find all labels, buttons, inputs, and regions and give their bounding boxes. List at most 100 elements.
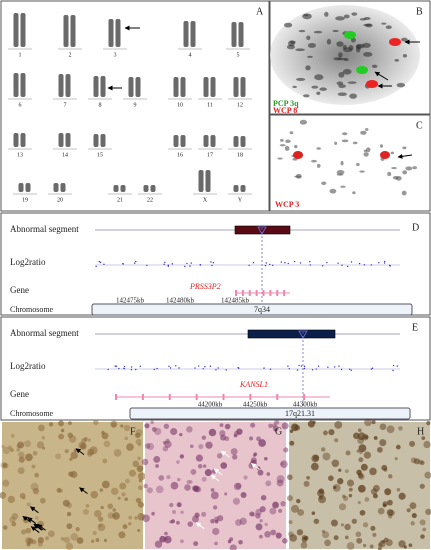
cell <box>409 502 417 510</box>
cell <box>103 538 108 542</box>
chromosome-number: X <box>203 197 208 203</box>
chromosome-number: 5 <box>237 52 240 58</box>
chromosome-spot <box>352 191 356 195</box>
cell <box>87 438 91 442</box>
probe-dot <box>164 261 166 264</box>
cell <box>201 476 207 482</box>
chromosome-number: 2 <box>69 52 72 58</box>
cell <box>219 423 224 427</box>
cell <box>306 475 310 480</box>
exon <box>262 290 265 296</box>
cell <box>396 487 401 492</box>
cell <box>356 449 360 453</box>
chromosome-number: 13 <box>17 152 23 158</box>
probe-dot <box>139 365 141 368</box>
cell <box>37 541 43 547</box>
chromosome-spot <box>343 14 350 19</box>
chromosome <box>135 77 141 97</box>
cell <box>357 500 361 505</box>
cell <box>264 522 268 527</box>
cell <box>137 456 141 461</box>
probe-dot <box>98 260 101 263</box>
cell <box>170 481 179 490</box>
cell <box>333 485 337 490</box>
panel-letters: A B C D E F G H <box>130 6 424 437</box>
fish-b <box>270 5 420 105</box>
chromosome <box>20 73 26 97</box>
probe-dot <box>272 264 274 267</box>
chromosome-spot <box>349 93 358 99</box>
cell <box>60 537 65 541</box>
chromosome <box>53 183 59 192</box>
cell <box>208 428 217 437</box>
chromosome-spot <box>277 157 283 160</box>
probe-dot <box>130 369 133 371</box>
probe-label: PCP 3q <box>273 99 299 108</box>
probe-dot <box>133 262 136 264</box>
row-label: Abnormal segment <box>10 224 79 234</box>
cell <box>249 511 255 517</box>
probe-dot <box>333 366 336 368</box>
cell <box>256 436 261 442</box>
cell <box>170 519 176 524</box>
cell <box>328 475 334 482</box>
cell <box>150 420 154 425</box>
cell <box>398 540 406 548</box>
cell <box>419 483 425 489</box>
cell <box>76 537 84 544</box>
breakpoint-marker <box>257 226 267 236</box>
cell <box>80 443 87 450</box>
cell <box>387 499 393 506</box>
arrow <box>374 71 389 81</box>
chromosome-spot <box>347 81 357 84</box>
position-label: 44200kb <box>198 401 223 409</box>
chromosome-spot <box>299 119 308 125</box>
cell <box>410 521 415 526</box>
cell <box>264 457 268 461</box>
chromosome <box>173 77 179 97</box>
cell <box>268 423 273 428</box>
cell <box>17 467 25 475</box>
probe-dot <box>186 262 188 265</box>
cell <box>356 537 363 544</box>
probe-dot <box>135 368 137 371</box>
cell <box>113 449 122 457</box>
cell <box>344 535 349 540</box>
probe-dot <box>396 365 399 367</box>
probe-dot <box>168 365 170 368</box>
cell <box>154 427 162 436</box>
cell <box>18 456 25 463</box>
cell <box>153 455 161 463</box>
chromosome-spot <box>366 147 371 153</box>
cell <box>259 534 263 539</box>
cell <box>11 512 19 520</box>
band-label: 17q21.31 <box>285 409 315 418</box>
panel-letter: G <box>275 426 282 437</box>
cell <box>176 460 180 464</box>
probe-dot <box>197 365 200 367</box>
cell <box>41 435 46 440</box>
cell <box>1 445 5 449</box>
cell <box>348 487 353 492</box>
cell <box>62 499 70 507</box>
chromosome-spot <box>332 29 339 33</box>
cell <box>294 424 301 431</box>
cell <box>232 454 238 460</box>
chromosome-spot <box>363 152 369 157</box>
position-label: 142475kb <box>116 297 145 305</box>
panel-a-frame <box>0 0 270 212</box>
cell <box>355 531 362 538</box>
arrow <box>33 523 43 531</box>
cell <box>276 479 284 487</box>
arrow <box>251 463 260 470</box>
cell <box>369 544 374 549</box>
cell <box>280 460 288 469</box>
cell <box>101 430 105 435</box>
cell <box>300 541 308 549</box>
arrow <box>213 468 223 476</box>
chromosome-spot <box>362 42 371 48</box>
cell <box>360 463 368 471</box>
chromosome-spot <box>292 85 297 89</box>
chromosome-number: 12 <box>237 102 243 108</box>
probe-dot <box>280 261 283 263</box>
